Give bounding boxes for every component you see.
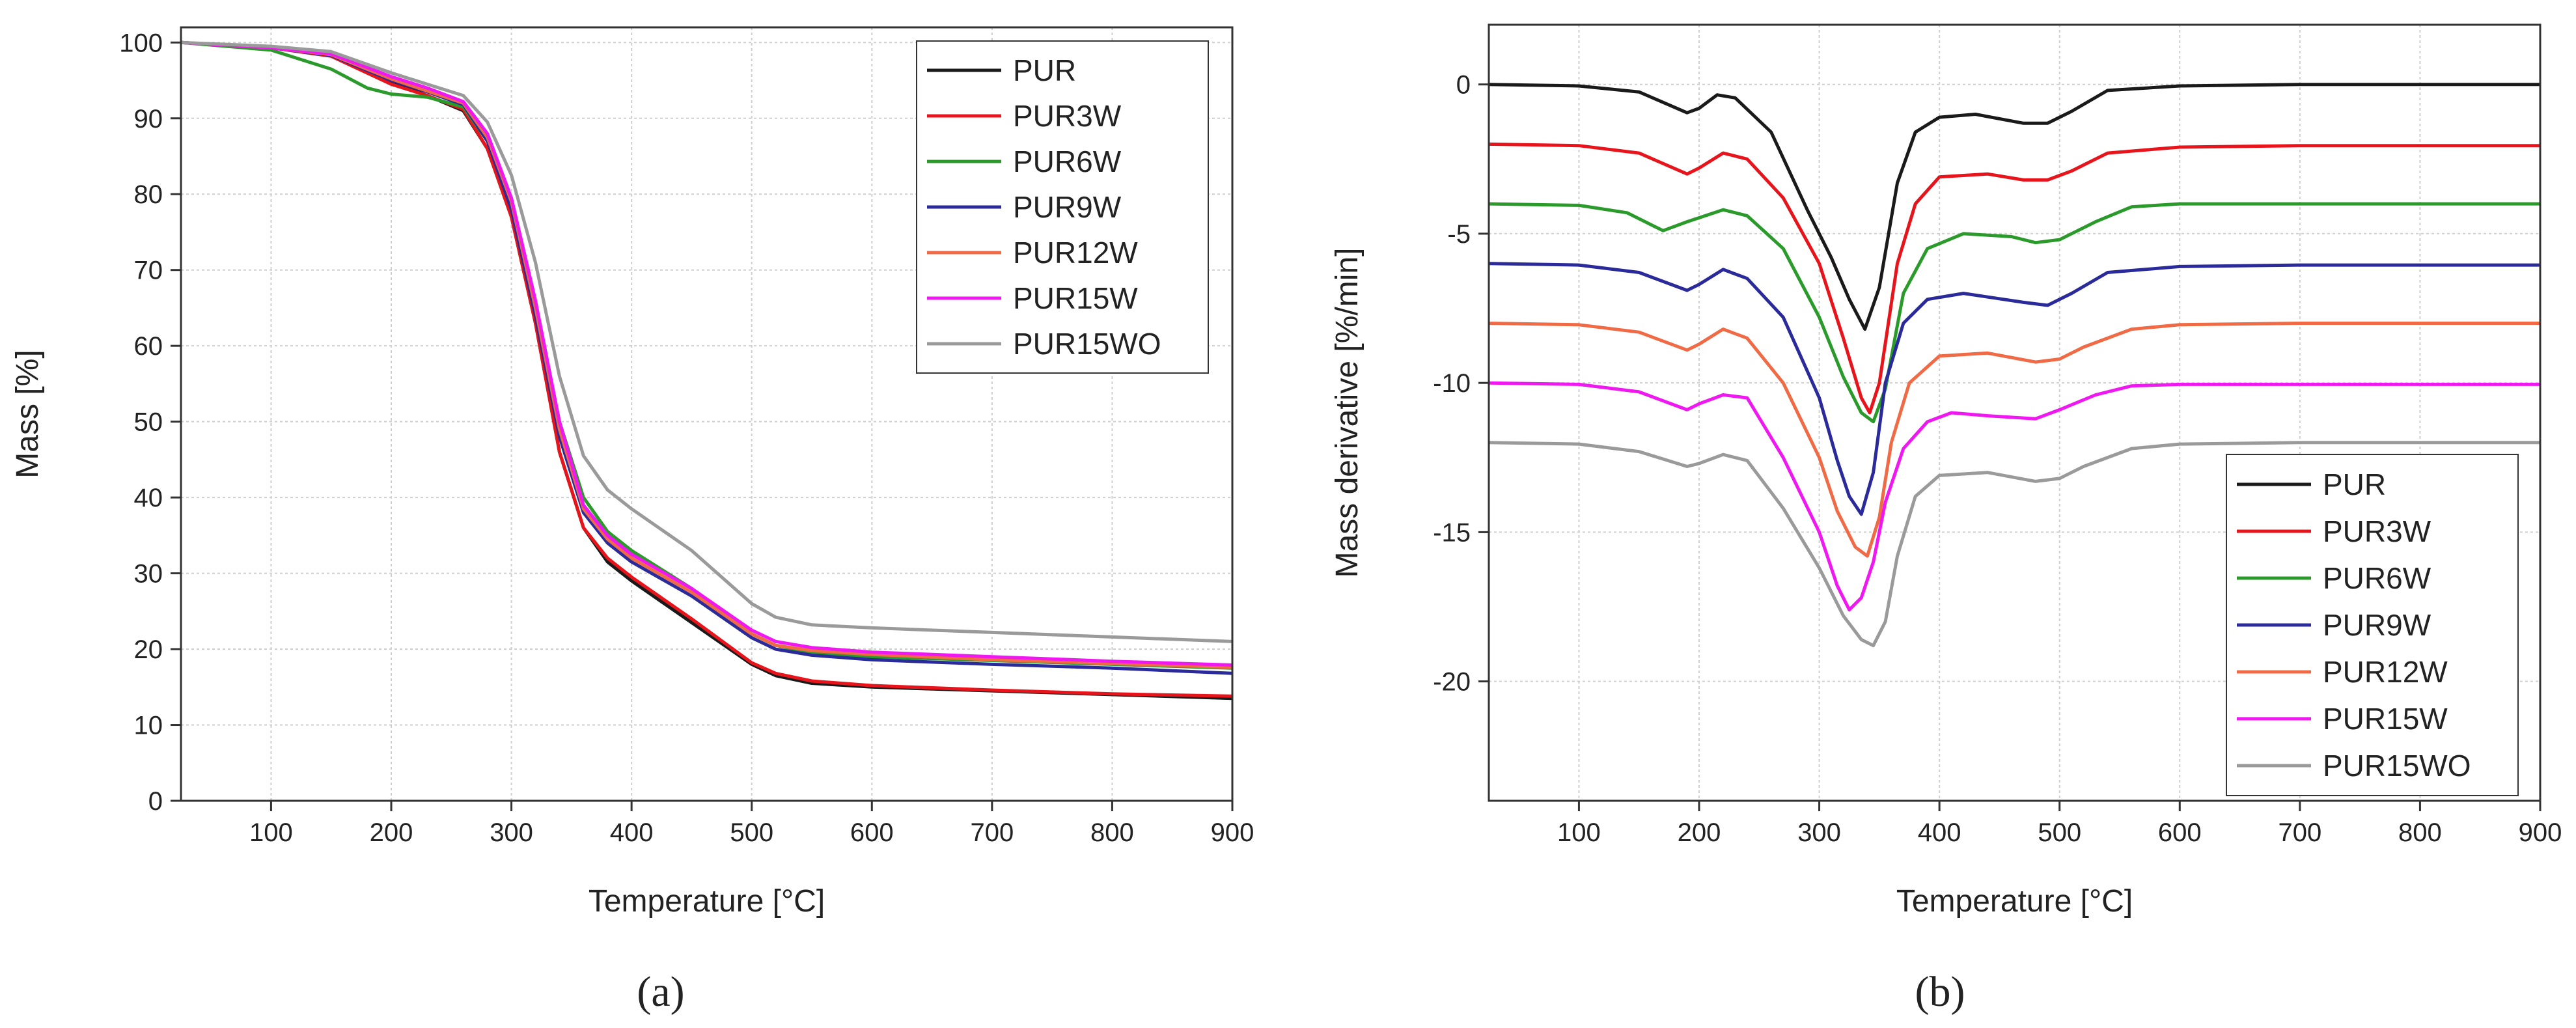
y-tick-label: 80 xyxy=(134,180,163,209)
series-line-pur15wo xyxy=(180,40,1233,643)
panel-label: (a) xyxy=(637,968,684,1016)
legend-label: PUR xyxy=(2323,467,2386,501)
legend-label: PUR6W xyxy=(2323,561,2431,595)
x-tick-label: 700 xyxy=(2278,818,2321,847)
legend: PUR PUR3W PUR6W PUR9W PUR12W PUR15W PUR15WO xyxy=(2226,454,2519,796)
x-tick-label: 600 xyxy=(2158,818,2202,847)
y-tick-label: 100 xyxy=(119,29,163,57)
x-axis-title: Temperature [°C] xyxy=(589,884,825,919)
legend-label: PUR3W xyxy=(2323,514,2431,548)
x-axis: 100 200 300 400 500 600 700 800 900 xyxy=(249,801,1254,847)
x-tick-label: 300 xyxy=(1797,818,1841,847)
x-tick-label: 100 xyxy=(249,818,293,847)
y-tick-label: 0 xyxy=(1456,71,1471,100)
legend-label: PUR15WO xyxy=(2323,749,2471,783)
x-axis: 100 200 300 400 500 600 700 800 900 xyxy=(1557,801,2562,847)
x-tick-label: 200 xyxy=(1678,818,1721,847)
series-line-pur15wo xyxy=(1488,441,2540,648)
x-tick-label: 800 xyxy=(2398,818,2442,847)
x-tick-label: 400 xyxy=(610,818,654,847)
y-tick-label: 90 xyxy=(134,105,163,133)
y-axis: 0 -5 -10 -15 -20 xyxy=(1433,71,1489,697)
y-tick-label: -15 xyxy=(1433,518,1471,547)
x-tick-label: 400 xyxy=(1918,818,1961,847)
series-line-pur xyxy=(1488,83,2540,331)
series-line-pur15w xyxy=(1488,381,2540,612)
y-tick-label: 50 xyxy=(134,408,163,437)
legend-label: PUR15W xyxy=(2323,702,2448,736)
y-axis-title: Mass derivative [%/min] xyxy=(1330,248,1364,578)
panel-a-chart: 100 200 300 400 500 600 700 800 900 0 10 20 30 40 50 60… xyxy=(10,26,1254,1016)
legend-label: PUR12W xyxy=(1013,236,1138,270)
y-tick-label: 70 xyxy=(134,257,163,285)
x-tick-label: 800 xyxy=(1090,818,1134,847)
series-line-pur15w xyxy=(180,40,1233,667)
legend: PUR PUR3W PUR6W PUR9W PUR12W PUR15W PUR15WO xyxy=(916,40,1209,374)
legend-label: PUR3W xyxy=(1013,99,1122,133)
legend-label: PUR15W xyxy=(1013,281,1138,315)
x-tick-label: 300 xyxy=(490,818,533,847)
legend-label: PUR xyxy=(1013,53,1076,87)
series-line-pur3w xyxy=(180,40,1233,698)
y-tick-label: 40 xyxy=(134,484,163,512)
legend-label: PUR9W xyxy=(2323,608,2431,642)
x-tick-label: 600 xyxy=(850,818,894,847)
y-tick-label: -5 xyxy=(1447,220,1471,249)
x-tick-label: 900 xyxy=(2519,818,2562,847)
series-line-pur3w xyxy=(1488,142,2540,415)
legend-label: PUR9W xyxy=(1013,190,1122,224)
x-tick-label: 700 xyxy=(970,818,1014,847)
y-tick-label: 10 xyxy=(134,712,163,740)
x-tick-label: 200 xyxy=(370,818,413,847)
series-line-pur12w xyxy=(1488,322,2540,558)
legend-label: PUR15WO xyxy=(1013,327,1161,361)
x-axis-title: Temperature [°C] xyxy=(1896,884,2133,919)
y-tick-label: -10 xyxy=(1433,369,1471,398)
x-tick-label: 100 xyxy=(1557,818,1601,847)
x-tick-label: 900 xyxy=(1211,818,1254,847)
y-tick-label: 0 xyxy=(148,787,163,816)
series-group xyxy=(180,40,1233,701)
panel-b-chart: 100 200 300 400 500 600 700 800 900 0 -5 -10 -15 -20 T… xyxy=(1330,23,2562,1016)
y-axis-title: Mass [%] xyxy=(10,350,45,478)
series-group xyxy=(1488,83,2540,648)
panel-label: (b) xyxy=(1915,968,1965,1016)
legend-label: PUR6W xyxy=(1013,145,1122,178)
x-tick-label: 500 xyxy=(730,818,773,847)
series-line-pur6w xyxy=(1488,202,2540,424)
y-tick-label: 30 xyxy=(134,560,163,589)
y-tick-label: -20 xyxy=(1433,668,1471,697)
legend-label: PUR12W xyxy=(2323,655,2448,689)
y-axis: 0 10 20 30 40 50 60 70 80 90 100 xyxy=(119,29,181,816)
y-tick-label: 60 xyxy=(134,332,163,361)
plot-frame xyxy=(180,26,1234,802)
x-tick-label: 500 xyxy=(2038,818,2081,847)
plot-frame xyxy=(1488,23,2541,802)
y-tick-label: 20 xyxy=(134,635,163,664)
series-line-pur9w xyxy=(1488,262,2540,516)
series-line-pur12w xyxy=(180,40,1233,669)
